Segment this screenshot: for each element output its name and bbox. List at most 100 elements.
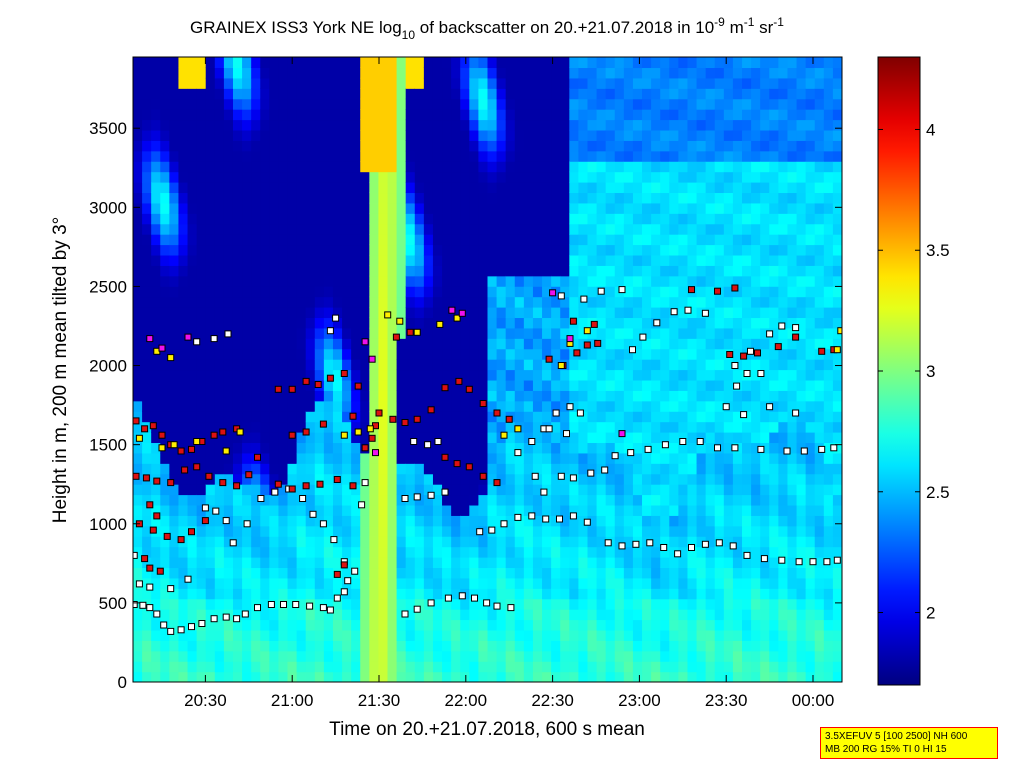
heatmap-cell xyxy=(269,161,279,172)
heatmap-cell xyxy=(378,442,388,453)
heatmap-cell xyxy=(542,99,552,110)
heatmap-cell xyxy=(724,567,734,578)
heatmap-cell xyxy=(651,422,661,433)
heatmap-cell xyxy=(206,203,216,214)
heatmap-cell xyxy=(242,567,252,578)
layer-marker-white xyxy=(761,556,767,562)
layer-marker-white xyxy=(185,576,191,582)
heatmap-cell xyxy=(797,57,807,68)
heatmap-cell xyxy=(524,640,534,651)
heatmap-cell xyxy=(769,640,779,651)
heatmap-cell xyxy=(624,328,634,339)
heatmap-cell xyxy=(406,67,416,78)
heatmap-cell xyxy=(633,484,643,495)
heatmap-cell xyxy=(388,567,398,578)
heatmap-cell xyxy=(306,630,316,641)
heatmap-cell xyxy=(188,630,198,641)
heatmap-cell xyxy=(197,265,207,276)
heatmap-cell xyxy=(669,265,679,276)
heatmap-cell xyxy=(733,130,743,141)
heatmap-cell xyxy=(306,349,316,360)
heatmap-cell xyxy=(678,536,688,547)
heatmap-cell xyxy=(351,307,361,318)
heatmap-cell xyxy=(615,557,625,568)
heatmap-cell xyxy=(642,620,652,631)
heatmap-cell xyxy=(233,245,243,256)
heatmap-cell xyxy=(624,474,634,485)
heatmap-cell xyxy=(715,630,725,641)
heatmap-cell xyxy=(715,140,725,151)
heatmap-cell xyxy=(833,130,843,141)
heatmap-cell xyxy=(233,130,243,141)
heatmap-cell xyxy=(478,588,488,599)
heatmap-cell xyxy=(506,651,516,662)
heatmap-cell xyxy=(233,442,243,453)
heatmap-cell xyxy=(733,99,743,110)
heatmap-cell xyxy=(806,630,816,641)
heatmap-cell xyxy=(306,588,316,599)
heatmap-cell xyxy=(660,401,670,412)
layer-marker-white xyxy=(831,445,837,451)
heatmap-cell xyxy=(269,265,279,276)
heatmap-cell xyxy=(697,245,707,256)
heatmap-cell xyxy=(333,161,343,172)
layer-marker-red xyxy=(574,350,580,356)
heatmap-cell xyxy=(715,432,725,443)
heatmap-cell xyxy=(442,255,452,266)
heatmap-cell xyxy=(369,463,379,474)
heatmap-cell xyxy=(624,359,634,370)
heatmap-cell xyxy=(533,255,543,266)
heatmap-cell xyxy=(651,370,661,381)
heatmap-cell xyxy=(724,130,734,141)
layer-marker-white xyxy=(661,545,667,551)
x-tick-label: 00:00 xyxy=(792,691,835,710)
heatmap-cell xyxy=(378,109,388,120)
heatmap-cell xyxy=(497,109,507,120)
heatmap-cell xyxy=(533,276,543,287)
heatmap-cell xyxy=(697,578,707,589)
heatmap-cell xyxy=(406,588,416,599)
heatmap-cell xyxy=(797,495,807,506)
heatmap-cell xyxy=(269,151,279,162)
heatmap-cell xyxy=(251,328,261,339)
heatmap-cell xyxy=(660,328,670,339)
heatmap-cell xyxy=(297,411,307,422)
heatmap-cell xyxy=(451,422,461,433)
heatmap-cell xyxy=(715,328,725,339)
heatmap-cell xyxy=(424,453,434,464)
heatmap-cell xyxy=(769,245,779,256)
heatmap-cell xyxy=(742,567,752,578)
heatmap-cell xyxy=(587,526,597,537)
y-tick-label: 1000 xyxy=(89,515,127,534)
heatmap-cell xyxy=(769,567,779,578)
heatmap-cell xyxy=(787,265,797,276)
layer-marker-white xyxy=(671,309,677,315)
heatmap-cell xyxy=(624,630,634,641)
heatmap-cell xyxy=(787,182,797,193)
heatmap-cell xyxy=(188,401,198,412)
layer-marker-white xyxy=(640,334,646,340)
heatmap-cell xyxy=(515,578,525,589)
layer-marker-magenta xyxy=(619,431,625,437)
layer-marker-white xyxy=(489,527,495,533)
heatmap-cell xyxy=(306,442,316,453)
heatmap-cell xyxy=(460,130,470,141)
heatmap-cell xyxy=(506,317,516,328)
heatmap-cell xyxy=(478,67,488,78)
heatmap-cell xyxy=(206,297,216,308)
heatmap-cell xyxy=(533,130,543,141)
heatmap-cell xyxy=(597,484,607,495)
heatmap-cell xyxy=(306,255,316,266)
heatmap-cell xyxy=(760,99,770,110)
heatmap-cell xyxy=(678,182,688,193)
heatmap-cell xyxy=(751,151,761,162)
heatmap-cell xyxy=(133,567,143,578)
heatmap-cell xyxy=(824,661,834,672)
heatmap-cell xyxy=(297,265,307,276)
heatmap-cell xyxy=(824,213,834,224)
heatmap-cell xyxy=(297,630,307,641)
heatmap-cell xyxy=(669,349,679,360)
heatmap-cell xyxy=(242,161,252,172)
heatmap-cell xyxy=(351,401,361,412)
heatmap-cell xyxy=(660,370,670,381)
